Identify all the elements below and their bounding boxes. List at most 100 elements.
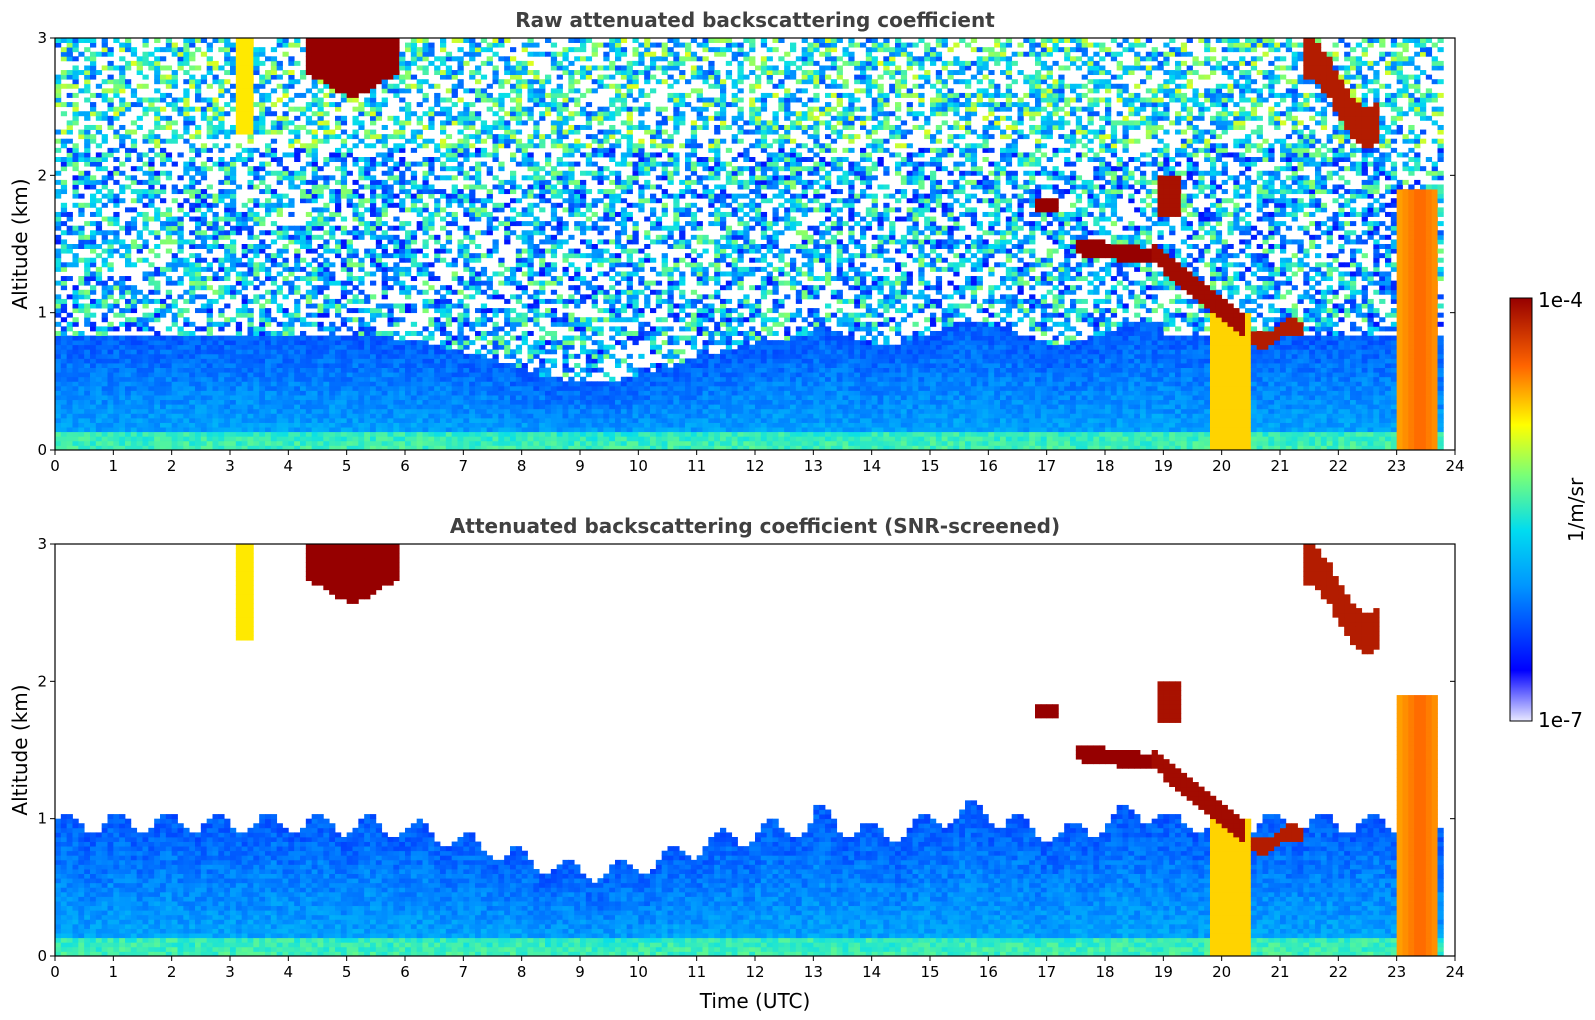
heatmap-cell	[55, 385, 62, 391]
heatmap-cell	[463, 417, 470, 423]
heatmap-cell	[171, 253, 178, 259]
heatmap-cell	[335, 225, 342, 231]
heatmap-cell	[113, 193, 120, 199]
heatmap-cell	[276, 395, 283, 401]
heatmap-cell	[200, 340, 208, 346]
heatmap-cell	[416, 143, 423, 149]
heatmap-cell	[265, 152, 272, 158]
heatmap-cell	[352, 431, 359, 437]
heatmap-cell	[451, 353, 458, 359]
heatmap-cell	[247, 349, 254, 355]
heatmap-cell	[510, 422, 517, 428]
heatmap-cell	[370, 417, 377, 423]
heatmap-cell	[381, 436, 388, 442]
heatmap-cell	[422, 253, 429, 259]
heatmap-cell	[95, 225, 103, 231]
heatmap-cell	[428, 440, 435, 446]
heatmap-cell	[142, 326, 149, 332]
heatmap-cell	[405, 234, 412, 240]
heatmap-cell	[265, 189, 272, 195]
heatmap-cell	[259, 239, 266, 245]
heatmap-cell	[422, 363, 429, 368]
heatmap-cell	[364, 340, 371, 346]
heatmap-cell	[154, 408, 161, 414]
heatmap-cell	[84, 404, 91, 410]
heatmap-cell	[492, 312, 499, 318]
heatmap-cell	[95, 372, 103, 378]
heatmap-cell	[212, 74, 219, 80]
heatmap-cell	[381, 353, 388, 359]
heatmap-cell	[72, 120, 79, 126]
heatmap-cell	[387, 363, 394, 368]
heatmap-cell	[90, 262, 97, 268]
heatmap-cell	[78, 280, 85, 286]
heatmap-cell	[510, 88, 517, 94]
heatmap-cell	[504, 239, 511, 245]
heatmap-cell	[165, 404, 173, 410]
heatmap-cell	[463, 38, 470, 43]
heatmap-cell	[498, 326, 505, 332]
heatmap-cell	[195, 335, 202, 341]
heatmap-cell	[212, 143, 219, 149]
heatmap-cell	[241, 106, 248, 112]
heatmap-cell	[148, 349, 155, 355]
heatmap-cell	[218, 308, 225, 314]
heatmap-cell	[375, 184, 383, 190]
heatmap-cell	[265, 211, 272, 217]
heatmap-cell	[294, 147, 301, 153]
heatmap-cell	[84, 157, 91, 162]
heatmap-cell	[375, 303, 383, 309]
heatmap-cell	[165, 427, 173, 433]
heatmap-cell	[329, 216, 336, 222]
heatmap-cell	[515, 372, 523, 378]
heatmap-cell	[329, 358, 336, 364]
heatmap-cell	[510, 129, 517, 135]
heatmap-cell	[189, 65, 196, 71]
heatmap-cell	[311, 427, 318, 433]
heatmap-cell	[148, 134, 155, 140]
heatmap-cell	[504, 330, 511, 336]
heatmap-cell	[84, 47, 91, 53]
heatmap-cell	[189, 83, 196, 89]
heatmap-cell	[241, 147, 248, 153]
heatmap-cell	[195, 294, 202, 300]
heatmap-cell	[66, 436, 73, 442]
heatmap-cell	[527, 440, 534, 446]
heatmap-cell	[148, 276, 155, 282]
heatmap-cell	[393, 262, 400, 268]
heatmap-cell	[393, 92, 400, 98]
heatmap-cell	[66, 335, 73, 341]
heatmap-cell	[165, 353, 173, 359]
heatmap-cell	[515, 83, 523, 89]
heatmap-cell	[451, 335, 458, 341]
heatmap-cell	[399, 120, 406, 126]
heatmap-cell	[358, 321, 365, 327]
heatmap-cell	[230, 358, 237, 364]
heatmap-cell	[218, 321, 225, 327]
heatmap-cell	[78, 330, 85, 336]
heatmap-cell	[125, 427, 132, 433]
heatmap-cell	[177, 248, 184, 254]
heatmap-cell	[247, 326, 254, 332]
heatmap-cell	[352, 79, 359, 85]
heatmap-cell	[463, 353, 470, 359]
heatmap-cell	[527, 399, 534, 405]
heatmap-cell	[486, 280, 493, 286]
heatmap-cell	[387, 234, 394, 240]
heatmap-cell	[399, 88, 406, 94]
heatmap-cell	[364, 47, 371, 53]
heatmap-cell	[136, 349, 143, 355]
heatmap-cell	[276, 179, 283, 185]
heatmap-cell	[230, 253, 237, 259]
heatmap-cell	[253, 427, 260, 433]
heatmap-cell	[235, 257, 243, 263]
heatmap-cell	[84, 134, 91, 140]
heatmap-cell	[422, 326, 429, 332]
heatmap-cell	[498, 427, 505, 433]
heatmap-cell	[440, 56, 447, 62]
heatmap-cell	[469, 276, 476, 282]
heatmap-cell	[218, 381, 225, 387]
heatmap-cell	[428, 189, 435, 195]
heatmap-cell	[387, 152, 394, 158]
